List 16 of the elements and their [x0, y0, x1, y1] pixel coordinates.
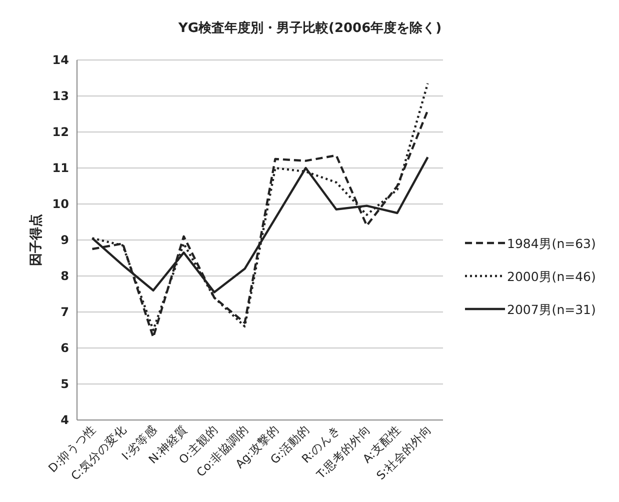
y-tick-label: 6 [60, 341, 69, 355]
legend-label: 2000男(n=46) [507, 269, 596, 284]
y-tick-label: 9 [60, 233, 69, 247]
y-tick-label: 8 [60, 269, 69, 283]
y-tick-label: 14 [52, 53, 69, 67]
y-tick-label: 4 [60, 413, 69, 427]
y-tick-label: 13 [52, 89, 69, 103]
chart-title: YG検査年度別・男子比較(2006年度を除く) [177, 20, 442, 36]
y-tick-label: 10 [52, 197, 69, 211]
y-tick-label: 11 [52, 161, 69, 175]
legend-label: 2007男(n=31) [507, 302, 596, 317]
y-tick-label: 5 [60, 377, 69, 391]
y-tick-label: 12 [52, 125, 69, 139]
y-axis-title: 因子得点 [28, 214, 44, 266]
y-tick-label: 7 [60, 305, 69, 319]
legend-label: 1984男(n=63) [507, 236, 596, 251]
